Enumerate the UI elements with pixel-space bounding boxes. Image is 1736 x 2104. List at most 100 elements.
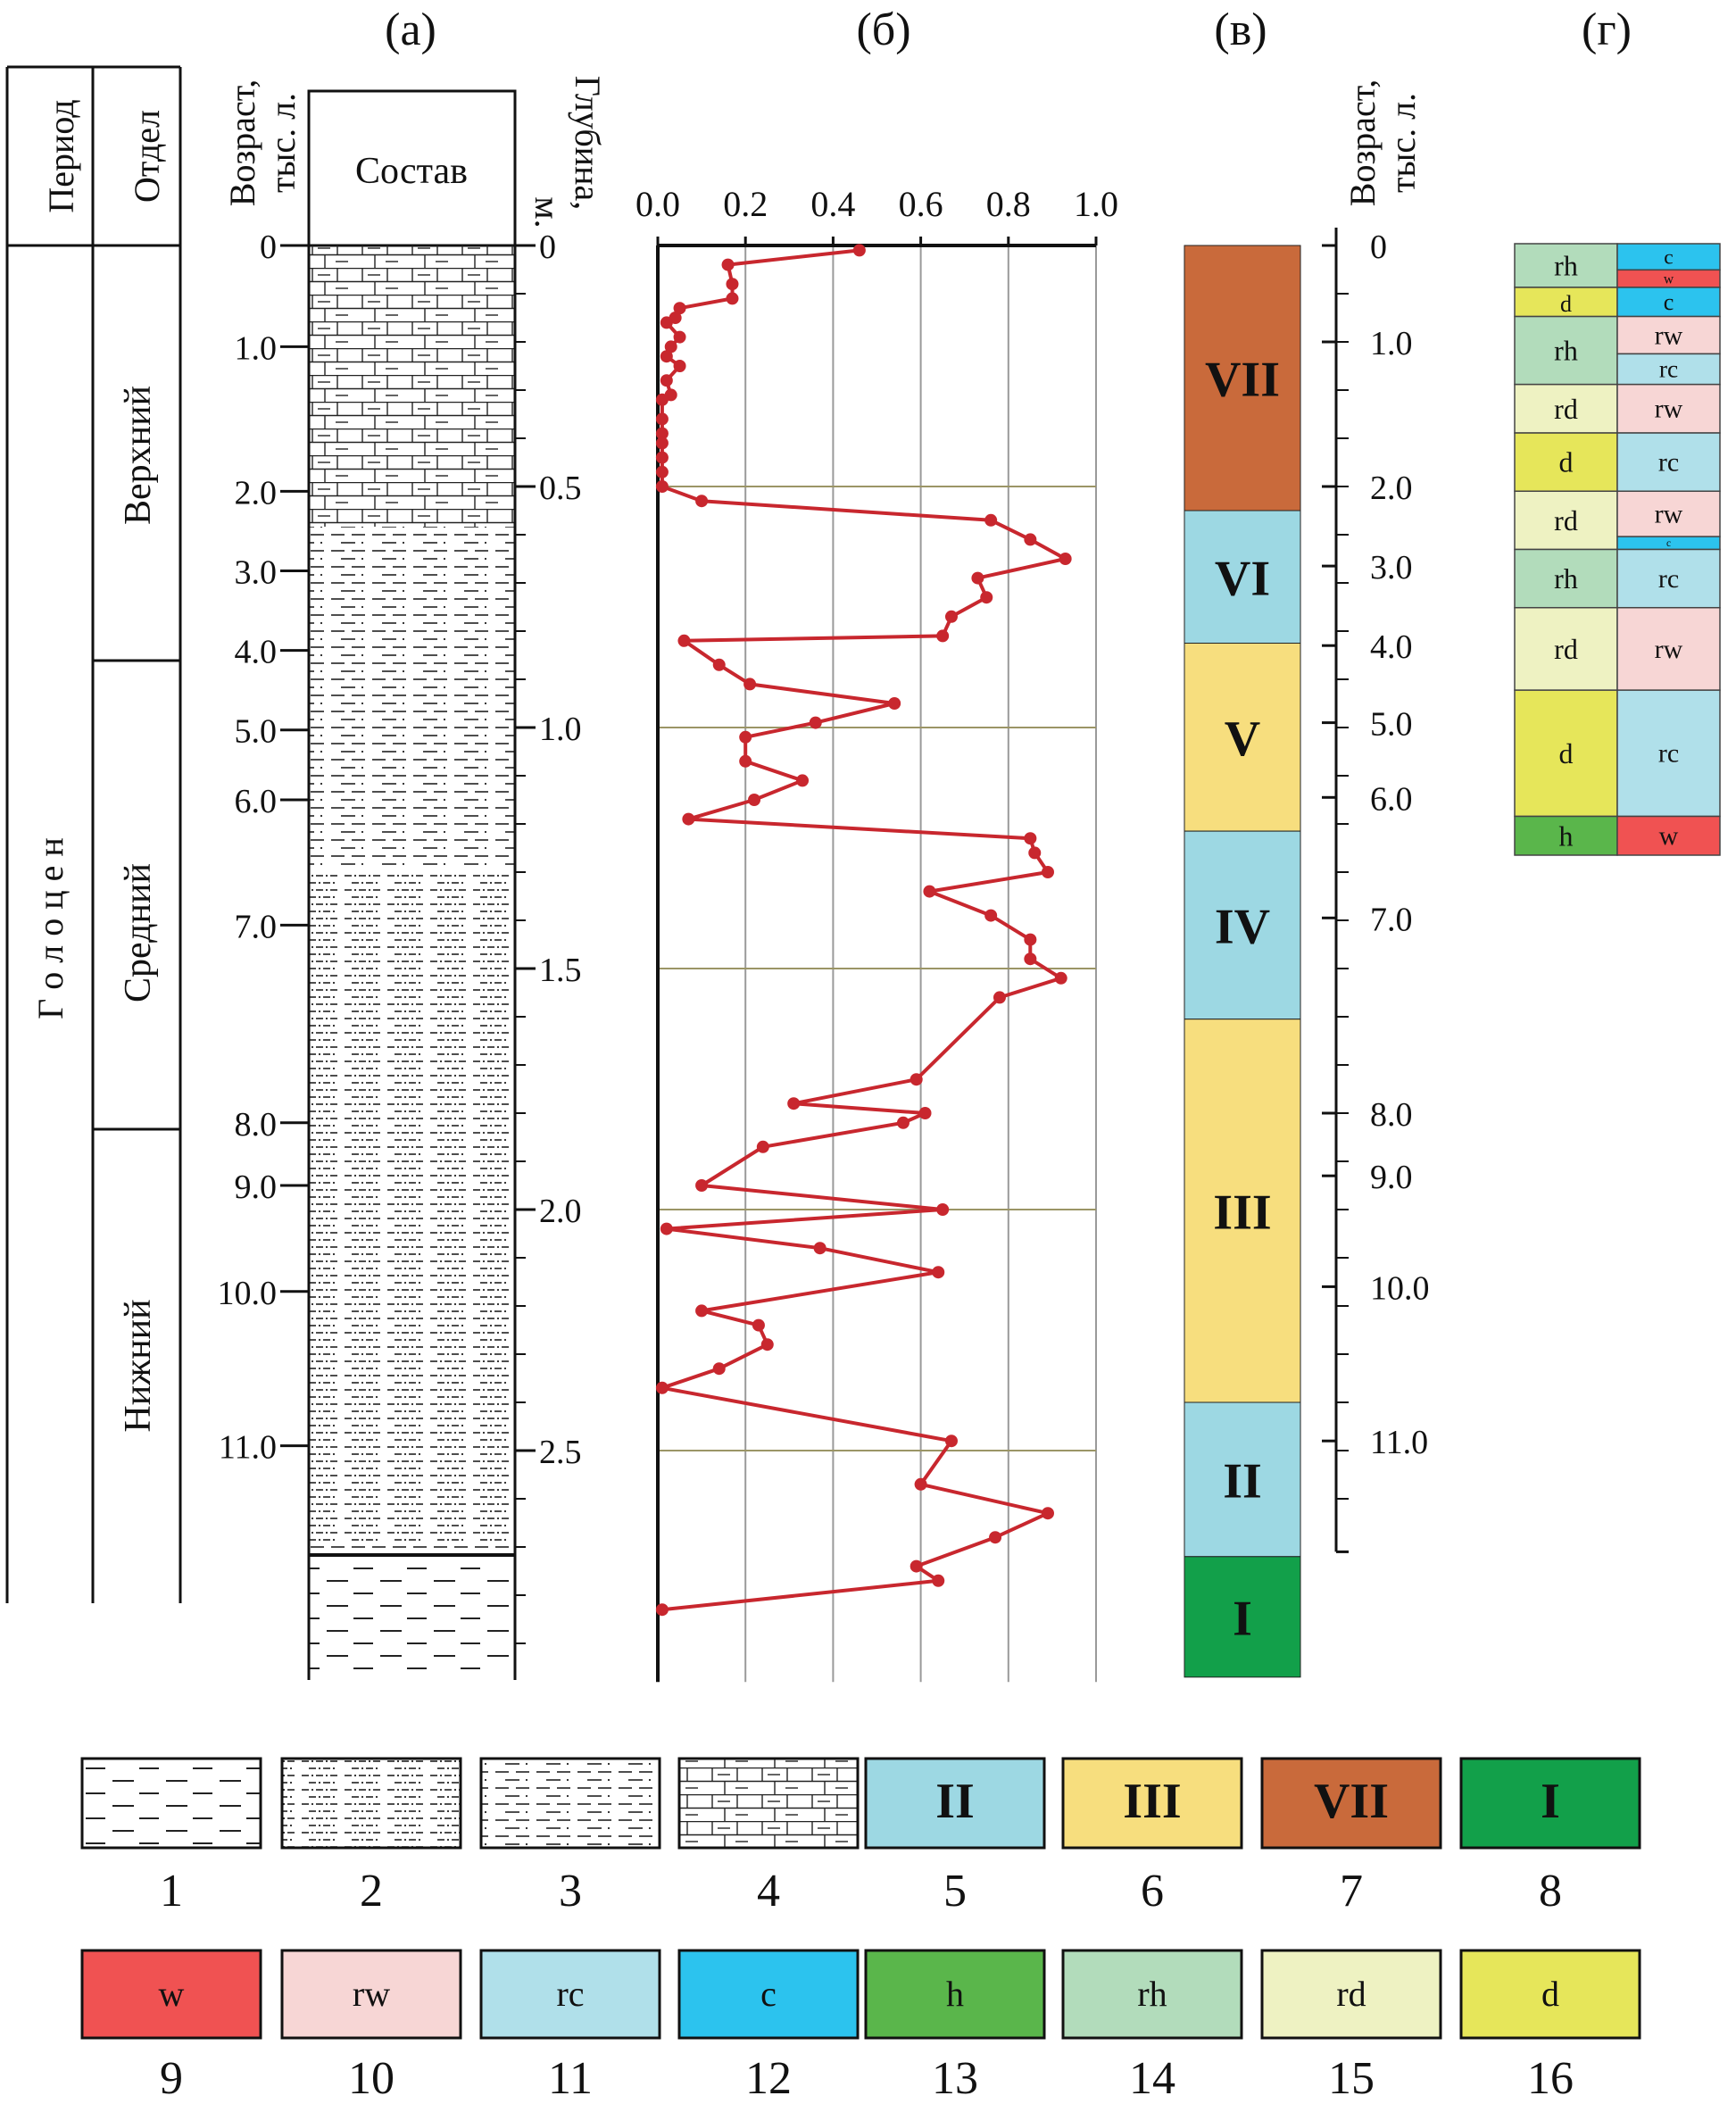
legend-number: 1 xyxy=(160,1866,183,1917)
legend-zone-label: c xyxy=(760,1974,777,2014)
data-point xyxy=(1024,533,1037,546)
zone-right-label: c xyxy=(1666,538,1671,549)
zone-left-cell xyxy=(1514,689,1618,818)
depth-tick-label: 2.5 xyxy=(539,1434,582,1471)
zone-left-label: rh xyxy=(1554,335,1578,367)
right-age-tick-label: 3.0 xyxy=(1370,549,1413,586)
legend-number: 4 xyxy=(757,1866,780,1917)
legend-phase-label: I xyxy=(1541,1774,1560,1829)
data-point xyxy=(726,292,739,305)
age-tick-label: 1.0 xyxy=(235,329,278,367)
data-point xyxy=(984,513,998,527)
legend-number: 12 xyxy=(745,2053,792,2104)
zone-right-label: rc xyxy=(1658,739,1679,769)
zone-right-label: rc xyxy=(1658,448,1679,478)
legend-zone-swatch xyxy=(677,1949,860,2040)
right-age-tick-label: 0 xyxy=(1370,229,1387,266)
phase-label: IV xyxy=(1215,899,1270,954)
zone-right-label: w xyxy=(1664,271,1674,287)
data-point xyxy=(984,909,998,922)
legend-number: 8 xyxy=(1539,1866,1562,1917)
phase-block xyxy=(1184,1019,1301,1403)
data-point xyxy=(888,697,901,710)
legend-swatch-phase xyxy=(1061,1757,1243,1850)
data-point xyxy=(655,1603,669,1617)
data-point xyxy=(1041,866,1054,878)
legend-swatch-pattern xyxy=(677,1757,860,1850)
age-tick-label: 6.0 xyxy=(235,783,278,820)
age-tick-label: 4.0 xyxy=(235,634,278,671)
zone-right-label: c xyxy=(1664,245,1673,269)
data-point xyxy=(660,350,673,363)
panel-letter-v: (в) xyxy=(1214,4,1267,55)
data-point xyxy=(655,412,669,426)
data-point xyxy=(660,374,673,387)
zone-left-label: rd xyxy=(1554,393,1578,425)
zone-left-label: rd xyxy=(1554,504,1578,536)
chart-x-tick-label: 0.8 xyxy=(986,184,1031,224)
zone-right-cell xyxy=(1616,548,1721,609)
data-point xyxy=(936,1203,950,1216)
period-name: Г о л о ц е н xyxy=(30,837,71,1019)
data-point xyxy=(1054,971,1067,985)
data-point xyxy=(660,316,673,329)
curve-chart: 0.0 0.2 0.4 0.6 0.8 1.0 xyxy=(635,184,1118,1683)
data-point xyxy=(655,451,669,464)
legend-swatch-phase xyxy=(1260,1757,1442,1850)
data-point xyxy=(1041,1507,1054,1520)
data-point xyxy=(787,1097,801,1110)
data-point xyxy=(944,610,958,623)
right-age-tick-label: 5.0 xyxy=(1370,706,1413,744)
age-header-line2: тыс. л. xyxy=(262,93,303,193)
zone-left-label: d xyxy=(1559,446,1574,478)
data-point xyxy=(655,480,669,493)
legend-zone-swatch xyxy=(1459,1949,1641,2040)
chart-x-tick-label: 0.4 xyxy=(810,184,855,224)
right-age-tick-label: 8.0 xyxy=(1370,1096,1413,1134)
data-point xyxy=(748,794,761,806)
section-header: Отдел xyxy=(127,110,167,203)
data-point xyxy=(923,885,936,898)
legend-zone-swatch xyxy=(864,1949,1046,2040)
age-tick-label: 7.0 xyxy=(235,908,278,945)
data-point xyxy=(760,1338,774,1351)
zone-right-cell xyxy=(1616,287,1721,318)
data-point xyxy=(673,330,686,344)
age-tick-label: 8.0 xyxy=(235,1106,278,1143)
data-point xyxy=(682,812,695,826)
data-point xyxy=(712,1362,726,1376)
data-point xyxy=(918,1107,932,1119)
data-point xyxy=(695,495,709,508)
data-point xyxy=(673,360,686,372)
phase-block xyxy=(1184,643,1301,832)
panel-letter-b: (б) xyxy=(856,4,910,55)
data-point xyxy=(739,754,752,768)
zone-right-label: c xyxy=(1664,289,1674,315)
depth-tick-label: 0 xyxy=(539,229,556,266)
depth-tick-label: 0.5 xyxy=(539,470,582,507)
zone-left-label: d xyxy=(1559,737,1574,769)
legend-number: 2 xyxy=(360,1866,383,1917)
data-point xyxy=(796,774,810,787)
phase-label: VI xyxy=(1215,551,1270,606)
zone-right-cell xyxy=(1616,243,1721,271)
period-header: Период xyxy=(41,99,81,212)
zone-right-cell xyxy=(1616,490,1721,537)
data-point xyxy=(944,1435,958,1448)
age-tick-label: 5.0 xyxy=(235,713,278,751)
age-axis-left: 0 1.0 2.0 3.0 4.0 5.0 6.0 7.0 8.0 9.0 10.0 11.0 xyxy=(218,229,309,1467)
age-tick-label: 2.0 xyxy=(235,474,278,511)
legend-zone-label: rh xyxy=(1137,1974,1167,2014)
age-axis-right: 0 1.0 2.0 3.0 4.0 5.0 6.0 7.0 8.0 9.0 10.0 11.0 xyxy=(1322,228,1430,1553)
legend-zone-swatch xyxy=(1260,1949,1442,2040)
section-upper: Верхний xyxy=(118,386,159,525)
data-point xyxy=(677,634,691,647)
legend-number: 9 xyxy=(160,2053,183,2104)
data-point xyxy=(809,716,822,729)
legend-number: 15 xyxy=(1328,2053,1375,2104)
data-point xyxy=(980,591,993,604)
chart-x-tick-label: 1.0 xyxy=(1074,184,1118,224)
legend-zone-swatch xyxy=(280,1949,462,2040)
legend-swatch-pattern xyxy=(479,1757,661,1850)
